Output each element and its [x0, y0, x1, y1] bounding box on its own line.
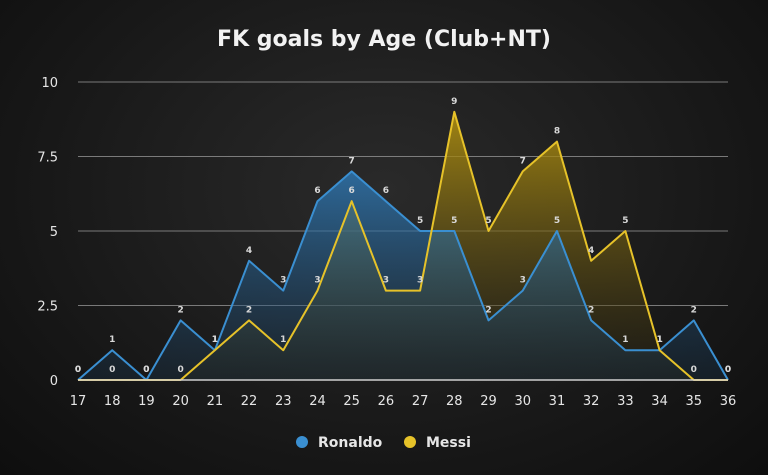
data-label-messi: 3 — [417, 276, 423, 286]
chart-title: FK goals by Age (Club+NT) — [217, 27, 551, 52]
data-label-ronaldo: 5 — [554, 216, 560, 226]
legend-label: Messi — [426, 435, 471, 451]
x-tick-label: 35 — [686, 394, 703, 409]
data-label-ronaldo: 2 — [485, 305, 491, 315]
data-label-messi: 0 — [143, 365, 149, 375]
x-tick-label: 18 — [104, 394, 121, 409]
legend-item-messi[interactable]: Messi — [404, 435, 471, 451]
data-label-messi: 0 — [75, 365, 81, 375]
data-label-messi: 3 — [314, 276, 320, 286]
data-label-ronaldo: 4 — [246, 246, 252, 256]
data-label-ronaldo: 2 — [588, 305, 594, 315]
x-tick-label: 36 — [720, 394, 737, 409]
data-label-ronaldo: 1 — [622, 335, 628, 345]
x-tick-label: 19 — [138, 394, 155, 409]
data-label-messi: 0 — [725, 365, 731, 375]
legend-marker — [404, 436, 416, 448]
x-tick-label: 34 — [651, 394, 668, 409]
x-tick-label: 17 — [70, 394, 87, 409]
data-label-messi: 6 — [349, 186, 355, 196]
x-tick-label: 31 — [549, 394, 566, 409]
y-tick-label: 2.5 — [37, 300, 58, 315]
data-label-ronaldo: 1 — [212, 335, 218, 345]
data-label-messi: 1 — [212, 335, 218, 345]
y-tick-label: 0 — [50, 374, 58, 389]
x-tick-label: 30 — [514, 394, 531, 409]
data-label-ronaldo: 7 — [349, 156, 355, 166]
legend: Ronaldo Messi — [296, 435, 471, 451]
x-tick-label: 32 — [583, 394, 600, 409]
data-label-ronaldo: 0 — [725, 365, 731, 375]
data-label-ronaldo: 5 — [451, 216, 457, 226]
x-tick-label: 21 — [207, 394, 224, 409]
data-label-ronaldo: 3 — [520, 276, 526, 286]
data-label-ronaldo: 3 — [280, 276, 286, 286]
x-tick-label: 28 — [446, 394, 463, 409]
data-label-messi: 2 — [246, 305, 252, 315]
x-tick-label: 29 — [480, 394, 497, 409]
x-tick-label: 26 — [378, 394, 395, 409]
line-ronaldo — [77, 170, 729, 381]
data-label-messi: 0 — [109, 365, 115, 375]
data-label-messi: 9 — [451, 97, 457, 107]
data-label-messi: 5 — [622, 216, 628, 226]
data-label-ronaldo: 0 — [143, 365, 149, 375]
x-tick-label: 20 — [172, 394, 189, 409]
data-label-ronaldo: 2 — [691, 305, 697, 315]
legend-marker — [296, 436, 308, 448]
data-label-ronaldo: 1 — [656, 335, 662, 345]
data-label-ronaldo: 6 — [314, 186, 320, 196]
data-label-messi: 8 — [554, 127, 560, 137]
series-lines — [77, 110, 729, 381]
legend-label: Ronaldo — [318, 435, 383, 451]
data-label-ronaldo: 1 — [109, 335, 115, 345]
x-tick-label: 27 — [412, 394, 429, 409]
data-label-messi: 5 — [485, 216, 491, 226]
y-tick-label: 5 — [50, 225, 58, 240]
line-messi — [78, 110, 728, 381]
x-tick-label: 33 — [617, 394, 634, 409]
x-tick-label: 23 — [275, 394, 292, 409]
data-label-ronaldo: 2 — [177, 305, 183, 315]
data-label-messi: 4 — [588, 246, 594, 256]
data-label-messi: 0 — [691, 365, 697, 375]
data-label-messi: 1 — [656, 335, 662, 345]
x-tick-label: 25 — [343, 394, 360, 409]
x-tick-label: 24 — [309, 394, 326, 409]
data-label-messi: 1 — [280, 335, 286, 345]
data-label-messi: 7 — [520, 156, 526, 166]
data-label-messi: 3 — [383, 276, 389, 286]
data-label-ronaldo: 5 — [417, 216, 423, 226]
data-label-ronaldo: 6 — [383, 186, 389, 196]
data-label-ronaldo: 0 — [75, 365, 81, 375]
y-tick-label: 10 — [41, 76, 58, 91]
y-tick-label: 7.5 — [37, 151, 58, 166]
legend-item-ronaldo[interactable]: Ronaldo — [296, 435, 383, 451]
data-label-messi: 0 — [177, 365, 183, 375]
x-tick-label: 22 — [241, 394, 258, 409]
